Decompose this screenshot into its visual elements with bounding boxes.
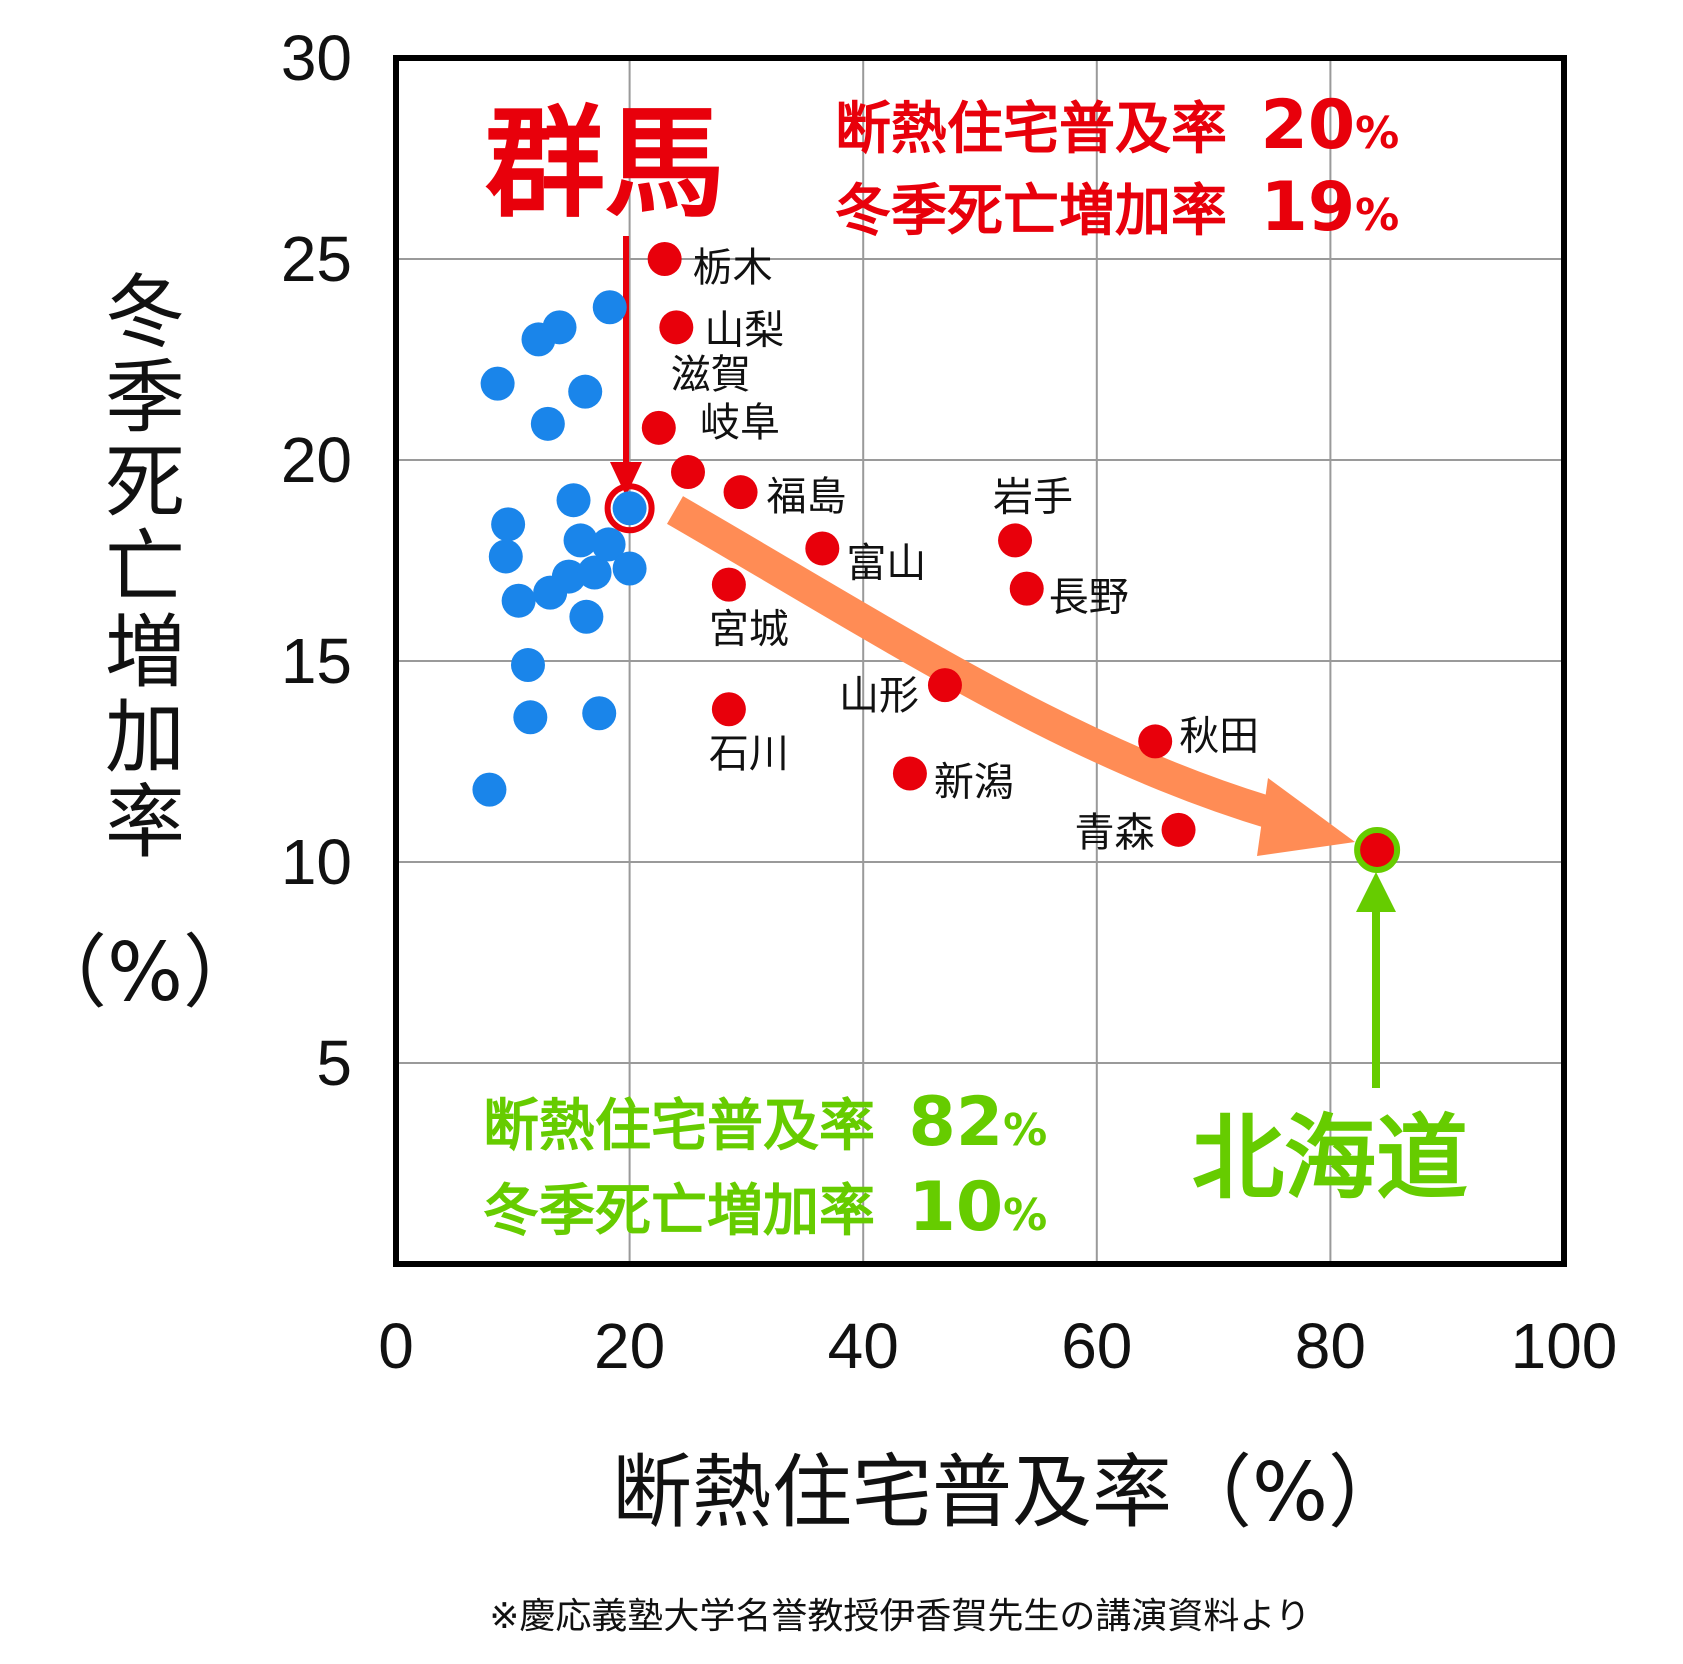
data-point-low: [491, 507, 526, 542]
y-axis-title-char: 死: [105, 436, 185, 529]
data-point-high: [1161, 812, 1196, 847]
y-axis-unit: （%）: [27, 926, 263, 1019]
prefecture-points-high: [641, 242, 1401, 873]
y-tick-label: 5: [316, 1027, 352, 1099]
prefecture-label: 新潟: [934, 760, 1014, 806]
data-point-low: [591, 527, 626, 562]
gunma-stat-2: 冬季死亡増加率 19%: [835, 168, 1399, 247]
data-point-high: [671, 455, 705, 490]
y-axis-title-char: 亡: [105, 521, 185, 614]
data-point-low: [530, 406, 565, 441]
data-point-low: [488, 539, 523, 574]
gunma-stat-1: 断熱住宅普及率 20%: [835, 86, 1399, 165]
data-point-high: [892, 756, 927, 791]
hokkaido-stat-2: 冬季死亡増加率 10%: [483, 1168, 1047, 1247]
data-point-low: [501, 583, 536, 618]
data-point-high: [723, 475, 758, 510]
hokkaido-arrowhead: [1356, 872, 1396, 912]
trend-arrow: [666, 496, 1300, 836]
y-axis-title-char: 増: [105, 606, 185, 699]
data-point-high: [711, 567, 746, 602]
data-point-low: [472, 772, 507, 807]
y-tick-labels: 5 10 15 20 25 30: [281, 22, 352, 1099]
data-point-high: [998, 523, 1033, 558]
data-point-low: [542, 310, 577, 345]
x-tick-label: 40: [828, 1310, 899, 1382]
grid-lines: [396, 58, 1564, 1264]
data-point-low: [592, 290, 627, 325]
trend-arrowhead: [1257, 778, 1355, 856]
data-point-high: [1009, 571, 1044, 606]
data-point-low: [568, 374, 603, 409]
gunma-highlight-ring: [604, 483, 655, 534]
prefecture-label: 石川: [709, 731, 789, 777]
hokkaido-title: 北海道: [1192, 1105, 1468, 1212]
data-point-low: [513, 700, 548, 735]
prefecture-label: 長野: [1049, 575, 1129, 621]
data-point-low: [510, 648, 545, 683]
y-axis-title: 冬季死亡増加率: [105, 266, 185, 869]
prefecture-label: 秋田: [1179, 713, 1259, 759]
prefecture-label: 滋賀: [671, 352, 751, 398]
prefecture-label: 岩手: [993, 474, 1073, 520]
data-point-high: [641, 410, 676, 445]
data-point-high: [659, 310, 694, 345]
prefecture-label: 栃木: [693, 245, 773, 291]
x-tick-label: 60: [1061, 1310, 1132, 1382]
data-point-high: [647, 242, 682, 276]
x-tick-labels: 0 20 40 60 80 100: [378, 1310, 1617, 1382]
data-point-high: [711, 692, 746, 727]
data-point-high: [927, 668, 962, 703]
x-tick-label: 80: [1295, 1310, 1366, 1382]
gunma-arrowhead: [610, 462, 642, 496]
data-point-low: [480, 366, 515, 401]
y-tick-label: 15: [281, 625, 352, 697]
prefecture-label: 宮城: [709, 607, 789, 653]
y-tick-label: 30: [281, 22, 352, 94]
prefecture-label: 山梨: [704, 307, 784, 353]
x-tick-label: 0: [378, 1310, 414, 1382]
data-point-low: [577, 555, 612, 590]
data-point-low: [612, 551, 647, 586]
y-axis-title-char: 率: [105, 776, 185, 869]
prefecture-label: 山形: [839, 673, 919, 719]
prefecture-label: 岐阜: [700, 400, 780, 446]
prefecture-label: 青森: [1075, 810, 1155, 856]
x-tick-label: 100: [1511, 1310, 1618, 1382]
y-tick-label: 20: [281, 424, 352, 496]
y-axis-title-char: 冬: [105, 266, 185, 359]
data-point-high: [805, 531, 840, 566]
data-point-low: [551, 559, 586, 594]
data-point-low: [612, 491, 647, 526]
data-point-low: [556, 483, 591, 518]
plot-frame: [393, 55, 1567, 1267]
source-note: ※慶応義塾大学名誉教授伊香賀先生の講演資料より: [489, 1596, 1310, 1637]
prefecture-label: 福島: [767, 474, 847, 520]
data-point-low: [563, 523, 598, 558]
y-axis-title-char: 季: [105, 351, 185, 444]
gunma-title: 群馬: [485, 95, 725, 234]
y-tick-label: 25: [281, 223, 352, 295]
x-axis-title: 断熱住宅普及率（%）: [612, 1446, 1408, 1539]
y-tick-label: 10: [281, 826, 352, 898]
data-point-low: [582, 696, 617, 731]
prefecture-label: 富山: [846, 540, 926, 586]
y-axis-title-char: 加: [105, 691, 185, 784]
x-tick-label: 20: [594, 1310, 665, 1382]
hokkaido-stat-1: 断熱住宅普及率 82%: [483, 1083, 1047, 1162]
prefecture-points-low: [472, 290, 655, 807]
data-point-high: [1138, 724, 1173, 759]
data-point-hokkaido: [1354, 826, 1401, 873]
data-point-low: [569, 599, 604, 634]
